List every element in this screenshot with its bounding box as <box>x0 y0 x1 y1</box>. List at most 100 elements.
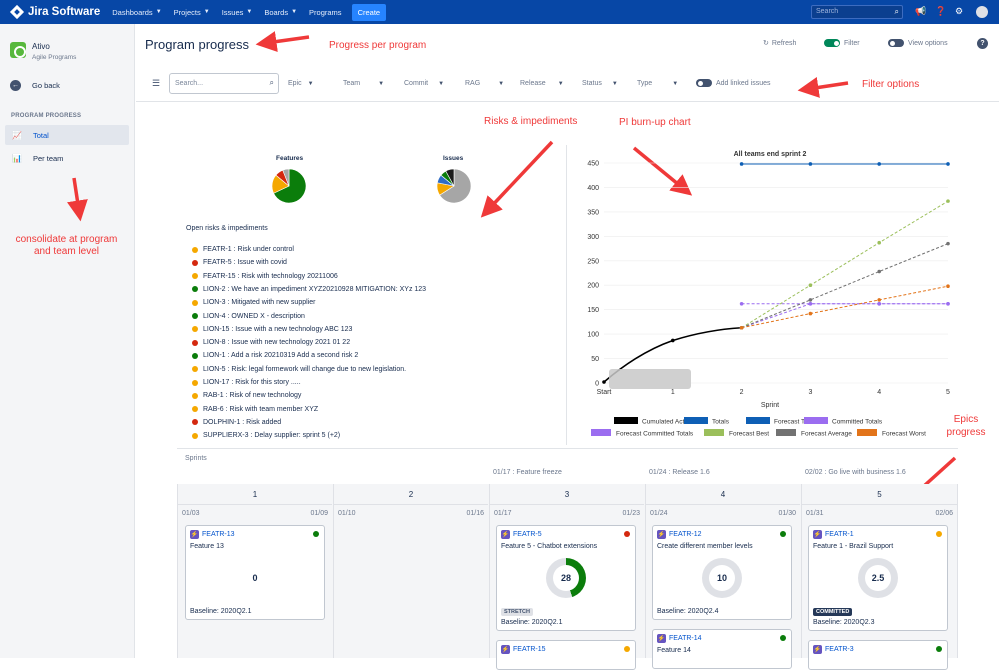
lightning-icon: ⚡ <box>501 645 510 654</box>
risk-label: LION-4 : OWNED X - description <box>203 312 305 320</box>
epic-card-featr-3[interactable]: ⚡ FEATR-3 <box>808 640 948 670</box>
nav-programs[interactable]: Programs <box>309 8 342 17</box>
risk-status-dot <box>192 419 198 426</box>
filter-epic[interactable]: Epic ▼ <box>288 80 314 87</box>
legend-label: Forecast Totals <box>774 419 819 426</box>
risk-label: LION-17 : Risk for this story ..... <box>203 379 301 386</box>
risk-item[interactable]: FEATR-15 : Risk with technology 20211006 <box>192 273 338 280</box>
risk-item[interactable]: FEATR-5 : Issue with covid <box>192 259 287 266</box>
epic-key[interactable]: ⚡ FEATR-12 <box>657 530 702 539</box>
sprint-number: 2 <box>334 484 488 505</box>
risk-item[interactable]: RAB-1 : Risk of new technology <box>192 392 301 399</box>
risk-item[interactable]: LION-8 : Issue with new technology 2021 … <box>192 339 350 346</box>
burnup-chart: 0 50 100 150 200 250 300 350 400 450 Start 1 2 3 4 5 All… <box>587 151 950 438</box>
risk-item[interactable]: LION-1 : Add a risk 20210319 Add a secon… <box>192 352 358 359</box>
sprint-column-2: 2 01/10 01/16 <box>333 484 488 658</box>
risk-item[interactable]: RAB-6 : Risk with team member XYZ <box>192 406 318 413</box>
sidebar-item-per-team[interactable]: 📊 Per team <box>5 148 129 168</box>
status-dot <box>780 531 786 537</box>
nav-boards[interactable]: Boards ▼ <box>264 8 297 17</box>
epic-key-label: FEATR-12 <box>669 531 702 538</box>
filter-rag[interactable]: RAG ▼ <box>465 80 504 87</box>
epic-card-featr-12[interactable]: ⚡ FEATR-12 Create different member levels… <box>652 525 792 620</box>
sprint-column-5: 5 01/31 02/06 <box>801 484 958 658</box>
filter-icon[interactable]: ☰ <box>152 78 161 88</box>
help-icon[interactable]: ❓ <box>935 6 947 16</box>
risk-item[interactable]: SUPPLIERX-3 : Delay supplier: sprint 5 (… <box>192 432 340 439</box>
nav-label: Programs <box>309 7 342 17</box>
data-point <box>808 311 813 316</box>
nav-label: Issues <box>221 7 244 17</box>
filter-toggle[interactable]: Filter <box>824 39 860 47</box>
milestone-go-live: 02/02 : Go live with business 1.6 <box>805 469 906 476</box>
epic-card-featr-5[interactable]: ⚡ FEATR-5 Feature 5 - Chatbot extensions … <box>496 525 636 631</box>
nav-issues[interactable]: Issues ▼ <box>222 8 253 17</box>
refresh-button[interactable]: ↻ Refresh <box>763 39 796 48</box>
nav-projects[interactable]: Projects ▼ <box>174 8 210 17</box>
create-button[interactable]: Create <box>351 3 387 21</box>
status-dot <box>936 531 942 537</box>
filter-release[interactable]: Release ▼ <box>520 80 564 87</box>
epic-key[interactable]: ⚡ FEATR-15 <box>501 645 546 654</box>
epic-key[interactable]: ⚡ FEATR-3 <box>813 645 854 654</box>
risk-status-dot <box>192 406 198 413</box>
risk-item[interactable]: LION-4 : OWNED X - description <box>192 313 305 320</box>
epic-key[interactable]: ⚡ FEATR-1 <box>813 530 854 539</box>
risk-status-dot <box>192 313 198 319</box>
gear-icon[interactable]: ⚙ <box>955 6 964 16</box>
megaphone-icon[interactable]: 📢 <box>915 6 927 16</box>
risk-item[interactable]: LION-3 : Mitigated with new supplier <box>192 299 315 306</box>
sidebar-item-total[interactable]: 📈 Total <box>5 125 129 145</box>
risk-item[interactable]: DOLPHIN-1 : Risk added <box>192 419 281 426</box>
risk-item[interactable]: LION-5 : Risk: legal formework will chan… <box>192 366 406 373</box>
epic-summary: Feature 14 <box>657 647 691 654</box>
epic-key[interactable]: ⚡ FEATR-5 <box>501 530 542 539</box>
risk-status-dot <box>192 379 198 386</box>
filter-type[interactable]: Type ▼ <box>637 80 678 87</box>
risk-label: RAB-6 : Risk with team member XYZ <box>203 405 319 413</box>
legend-swatch <box>591 429 611 436</box>
help-icon[interactable]: ? <box>977 38 988 49</box>
chevron-down-icon: ▼ <box>378 81 385 87</box>
risk-status-dot <box>192 326 198 333</box>
epic-summary: Create different member levels <box>657 543 753 550</box>
chevron-down-icon: ▼ <box>498 81 505 87</box>
epic-card-featr-1[interactable]: ⚡ FEATR-1 Feature 1 - Brazil Support 2.5 … <box>808 525 948 631</box>
epic-key[interactable]: ⚡ FEATR-13 <box>190 530 235 539</box>
avatar[interactable] <box>976 6 988 18</box>
risk-item[interactable]: FEATR-1 : Risk under control <box>192 246 294 253</box>
data-point <box>946 162 950 166</box>
risk-label: LION-3 : Mitigated with new supplier <box>203 299 316 307</box>
filter-team[interactable]: Team ▼ <box>343 80 384 87</box>
risk-item[interactable]: LION-2 : We have an impediment XYZ202109… <box>192 286 426 293</box>
global-search-input[interactable]: Search ⌕ <box>811 5 903 19</box>
add-linked-issues-toggle[interactable]: Add linked issues <box>696 79 770 87</box>
y-tick-label: 100 <box>587 332 599 339</box>
risk-item[interactable]: LION-17 : Risk for this story ..... <box>192 379 301 386</box>
epic-card-featr-14[interactable]: ⚡ FEATR-14 Feature 14 <box>652 629 792 669</box>
data-point <box>671 338 675 343</box>
risk-status-dot <box>192 432 198 439</box>
status-dot <box>624 531 630 537</box>
go-back-link[interactable]: ← Go back <box>10 80 60 91</box>
epic-key[interactable]: ⚡ FEATR-14 <box>657 634 702 643</box>
risk-item[interactable]: LION-15 : Issue with a new technology AB… <box>192 326 352 333</box>
jira-logo[interactable]: Jira Software <box>9 4 100 20</box>
view-options-toggle[interactable]: View options <box>888 39 948 47</box>
sprint-column-4: 4 01/24 01/30 <box>645 484 800 658</box>
y-tick-label: 450 <box>587 161 599 168</box>
filter-commit[interactable]: Commit ▼ <box>404 80 444 87</box>
filter-status[interactable]: Status ▼ <box>582 80 618 87</box>
go-back-label: Go back <box>32 81 60 90</box>
chevron-down-icon: ▼ <box>557 81 564 87</box>
epic-card-featr-13[interactable]: ⚡ FEATR-13 Feature 13 0 Baseline: 2020Q2.… <box>185 525 325 620</box>
nav-dashboards[interactable]: Dashboards ▼ <box>112 8 161 17</box>
risk-status-dot <box>192 259 198 266</box>
risk-label: DOLPHIN-1 : Risk added <box>203 418 282 426</box>
risk-status-dot <box>192 339 198 346</box>
legend-swatch <box>776 429 796 436</box>
epic-card-featr-15[interactable]: ⚡ FEATR-15 <box>496 640 636 670</box>
epic-points: 28 <box>553 565 579 591</box>
milestone-feature-freeze: 01/17 : Feature freeze <box>493 469 562 476</box>
filter-search-input[interactable]: Search... ⌕ <box>169 73 279 94</box>
